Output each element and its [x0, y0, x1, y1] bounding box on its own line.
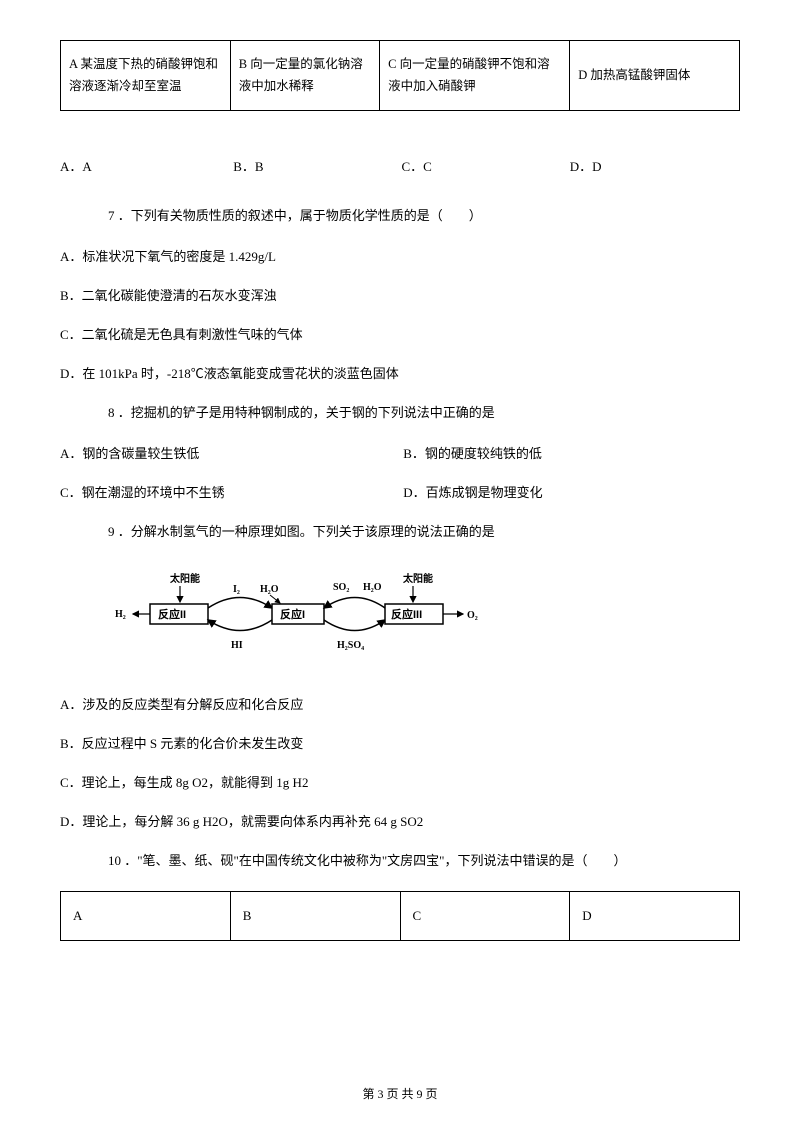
abcd-options: A．A B．B C．C D．D [60, 156, 740, 175]
table-cell-a: A 某温度下热的硝酸钾饱和溶液逐渐冷却至室温 [61, 41, 231, 111]
h2-label: H₂ [115, 609, 126, 620]
q10-cell-d: D [570, 892, 740, 941]
option-b: B．B [233, 156, 398, 175]
experiment-table: A 某温度下热的硝酸钾饱和溶液逐渐冷却至室温 B 向一定量的氯化钠溶液中加水稀释… [60, 40, 740, 111]
hi-label: HI [231, 640, 243, 651]
sun-label-left: 太阳能 [169, 572, 200, 585]
table-cell-c: C 向一定量的硝酸钾不饱和溶液中加入硝酸钾 [380, 41, 570, 111]
question-9: 9 ．分解水制氢气的一种原理如图。下列关于该原理的说法正确的是 [60, 521, 740, 540]
option-c: C．C [402, 156, 567, 175]
h2so4-label: H₂SO₄ [337, 640, 364, 651]
q9-option-d: D．理论上，每分解 36 g H2O，就需要向体系内再补充 64 g SO2 [60, 811, 740, 830]
table-cell-b: B 向一定量的氯化钠溶液中加水稀释 [230, 41, 379, 111]
q8-option-c: C．钢在潮湿的环境中不生锈 [60, 482, 400, 501]
q10-cell-b: B [230, 892, 400, 941]
reaction-box-2-label: 反应II [158, 607, 186, 621]
i2-label: I₂ [233, 584, 240, 595]
q8-option-a: A．钢的含碳量较生铁低 [60, 443, 400, 462]
question-8: 8 ．挖掘机的铲子是用特种钢制成的，关于钢的下列说法中正确的是 [60, 402, 740, 421]
q7-option-c: C．二氧化硫是无色具有刺激性气味的气体 [60, 324, 740, 343]
h2o-label-2: H₂O [363, 582, 382, 593]
option-d: D．D [570, 156, 602, 175]
q8-row2: C．钢在潮湿的环境中不生锈 D．百炼成钢是物理变化 [60, 482, 740, 501]
question-7: 7 ．下列有关物质性质的叙述中，属于物质化学性质的是（ ） [60, 205, 740, 224]
so2-label: SO₂ [333, 582, 349, 593]
q8-row1: A．钢的含碳量较生铁低 B．钢的硬度较纯铁的低 [60, 443, 740, 462]
q7-option-a: A．标准状况下氧气的密度是 1.429g/L [60, 246, 740, 265]
q9-option-c: C．理论上，每生成 8g O2，就能得到 1g H2 [60, 772, 740, 791]
q8-option-b: B．钢的硬度较纯铁的低 [403, 443, 542, 462]
reaction-diagram: 太阳能 太阳能 H₂ 反应II I₂ HI H₂O 反应I SO₂ H₂O H₂… [115, 562, 740, 666]
q7-option-d: D．在 101kPa 时，-218℃液态氧能变成雪花状的淡蓝色固体 [60, 363, 740, 382]
q9-option-a: A．涉及的反应类型有分解反应和化合反应 [60, 694, 740, 713]
h2o-label-1: H₂O [260, 584, 279, 595]
q10-cell-a: A [61, 892, 231, 941]
diagram-svg: 太阳能 太阳能 H₂ 反应II I₂ HI H₂O 反应I SO₂ H₂O H₂… [115, 562, 495, 662]
q10-table: A B C D [60, 891, 740, 941]
option-a: A．A [60, 156, 230, 175]
q10-cell-c: C [400, 892, 570, 941]
q8-option-d: D．百炼成钢是物理变化 [403, 482, 542, 501]
page-footer: 第 3 页 共 9 页 [0, 1085, 800, 1102]
reaction-box-1-label: 反应I [280, 607, 305, 621]
q7-option-b: B．二氧化碳能使澄清的石灰水变浑浊 [60, 285, 740, 304]
o2-label: O₂ [467, 610, 478, 621]
q9-option-b: B．反应过程中 S 元素的化合价未发生改变 [60, 733, 740, 752]
table-cell-d: D 加热高锰酸钾固体 [570, 41, 740, 111]
sun-label-right: 太阳能 [402, 572, 433, 585]
question-10: 10 ．"笔、墨、纸、砚"在中国传统文化中被称为"文房四宝"，下列说法中错误的是… [60, 850, 740, 869]
reaction-box-3-label: 反应III [391, 607, 422, 621]
